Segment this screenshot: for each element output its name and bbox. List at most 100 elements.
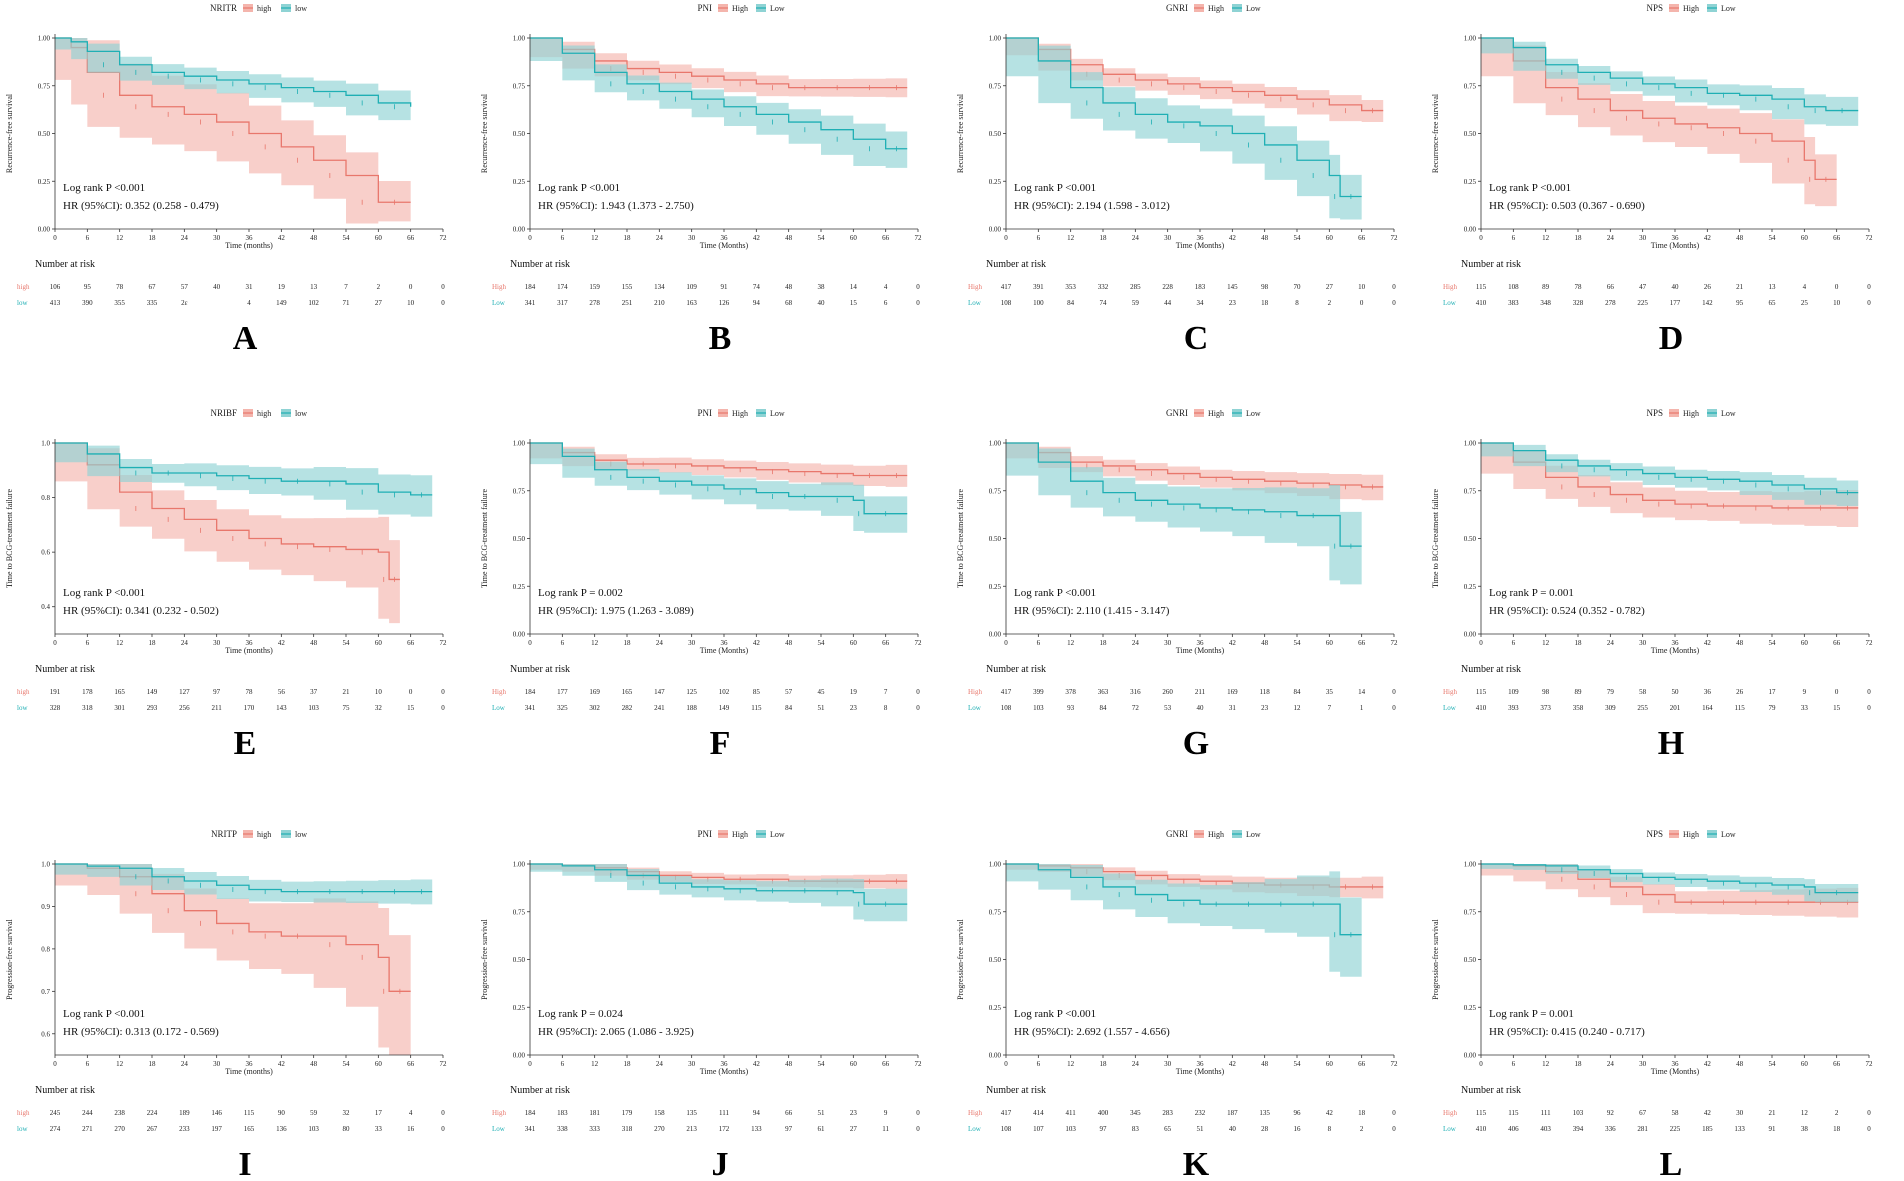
x-tick-label: 66: [1833, 234, 1841, 242]
risk-row-label-low: Low: [1443, 1125, 1457, 1133]
risk-value: 8: [1328, 1125, 1332, 1133]
risk-value: 177: [1670, 299, 1681, 307]
risk-value: 378: [1065, 688, 1076, 696]
y-tick-label: 0.75: [513, 487, 526, 495]
ci-band-low: [1006, 38, 1362, 220]
y-axis-label: Time to BCG-treatment failure: [1431, 489, 1440, 588]
y-tick-label: 0.25: [989, 178, 1002, 186]
legend-title: PNI: [697, 408, 712, 418]
ci-band-low: [55, 443, 433, 517]
y-tick-label: 1.00: [513, 440, 526, 448]
risk-value: 0: [1835, 283, 1839, 291]
y-tick-label: 0.00: [1464, 226, 1477, 234]
risk-value: 14: [1358, 688, 1366, 696]
x-tick-label: 72: [915, 234, 923, 242]
risk-value: 42: [1704, 1109, 1712, 1117]
risk-value: 341: [525, 1125, 536, 1133]
x-tick-label: 36: [1197, 639, 1205, 647]
risk-row-label-high: High: [968, 1109, 983, 1117]
ci-band-high: [55, 443, 400, 624]
panel-h: NPS High Low 0.00 0.25 0.50 0.75 1.00 0 6 12 18 24 30…: [1431, 408, 1873, 762]
x-tick-label: 66: [407, 234, 415, 242]
risk-value: 102: [308, 299, 319, 307]
risk-value: 133: [751, 1125, 762, 1133]
risk-value: 40: [818, 299, 826, 307]
risk-row-label-high: High: [492, 283, 507, 291]
risk-value: 225: [1637, 299, 1648, 307]
legend-label-high: high: [257, 4, 271, 13]
x-tick-label: 66: [1358, 234, 1366, 242]
y-tick-label: 0.75: [1464, 82, 1477, 90]
y-tick-label: 0.75: [989, 908, 1002, 916]
legend-label-low: low: [295, 4, 307, 13]
legend-label-high: High: [732, 409, 748, 418]
risk-row-label-high: High: [492, 688, 507, 696]
panel-b: PNI High Low 0.00 0.25 0.50 0.75 1.00 0 6 12 18 24 30…: [480, 3, 922, 357]
risk-value: 51: [818, 1109, 826, 1117]
logrank-p: Log rank P <0.001: [63, 1008, 145, 1020]
x-tick-label: 0: [1004, 234, 1008, 242]
y-tick-label: 0.00: [1464, 631, 1477, 639]
risk-value: 115: [1476, 283, 1487, 291]
risk-value: 95: [84, 283, 92, 291]
x-tick-label: 72: [1866, 1060, 1874, 1068]
risk-value: 0: [916, 1125, 920, 1133]
risk-value: 115: [1508, 1109, 1519, 1117]
risk-value: 147: [654, 688, 665, 696]
risk-value: 336: [1605, 1125, 1616, 1133]
risk-value: 325: [557, 704, 568, 712]
y-tick-label: 0.25: [989, 1004, 1002, 1012]
risk-value: 181: [589, 1109, 600, 1117]
x-tick-label: 24: [1132, 234, 1140, 242]
x-tick-label: 6: [561, 234, 565, 242]
risk-table-title: Number at risk: [510, 259, 570, 270]
risk-value: 414: [1033, 1109, 1044, 1117]
risk-value: 106: [50, 283, 61, 291]
ci-band-high: [55, 38, 411, 224]
x-tick-label: 18: [1100, 639, 1108, 647]
x-tick-label: 18: [624, 639, 632, 647]
risk-value: 187: [1227, 1109, 1238, 1117]
risk-value: 210: [654, 299, 665, 307]
risk-table-title: Number at risk: [35, 259, 95, 270]
risk-value: 211: [212, 704, 223, 712]
risk-value: 0: [1867, 283, 1871, 291]
risk-value: 108: [1001, 1125, 1012, 1133]
y-tick-label: 1.00: [38, 35, 51, 43]
risk-value: 15: [850, 299, 858, 307]
risk-row-label-high: High: [1443, 283, 1458, 291]
risk-value: 40: [1672, 283, 1680, 291]
risk-value: 98: [1542, 688, 1550, 696]
risk-value: 0: [916, 283, 920, 291]
risk-value: 103: [308, 1125, 319, 1133]
x-tick-label: 12: [591, 234, 599, 242]
risk-value: 145: [1227, 283, 1238, 291]
legend-label-high: High: [732, 830, 748, 839]
x-tick-label: 72: [1866, 234, 1874, 242]
risk-value: 97: [1100, 1125, 1108, 1133]
hazard-ratio: HR (95%CI): 0.341 (0.232 - 0.502): [63, 605, 219, 617]
x-tick-label: 48: [1261, 234, 1269, 242]
x-tick-label: 54: [818, 234, 826, 242]
ci-band-low: [1481, 38, 1859, 126]
risk-value: 98: [1261, 283, 1269, 291]
risk-value: 30: [1736, 1109, 1744, 1117]
legend-label-low: Low: [1246, 830, 1261, 839]
risk-value: 256: [179, 704, 190, 712]
x-tick-label: 30: [213, 1060, 221, 1068]
x-tick-label: 12: [591, 639, 599, 647]
risk-value: 7: [344, 283, 348, 291]
risk-value: 0: [1392, 299, 1396, 307]
risk-value: 302: [589, 704, 600, 712]
risk-value: 17: [1769, 688, 1777, 696]
y-tick-label: 0.75: [513, 82, 526, 90]
x-tick-label: 60: [375, 234, 383, 242]
legend-label-low: Low: [770, 830, 785, 839]
legend-label-low: Low: [1246, 409, 1261, 418]
risk-value: 0: [441, 283, 445, 291]
km-curve-low: [55, 37, 412, 107]
risk-row-label-low: Low: [968, 1125, 982, 1133]
hazard-ratio: HR (95%CI): 2.194 (1.598 - 3.012): [1014, 200, 1170, 212]
ci-band-high: [530, 443, 908, 487]
y-tick-label: 1.00: [1464, 35, 1477, 43]
